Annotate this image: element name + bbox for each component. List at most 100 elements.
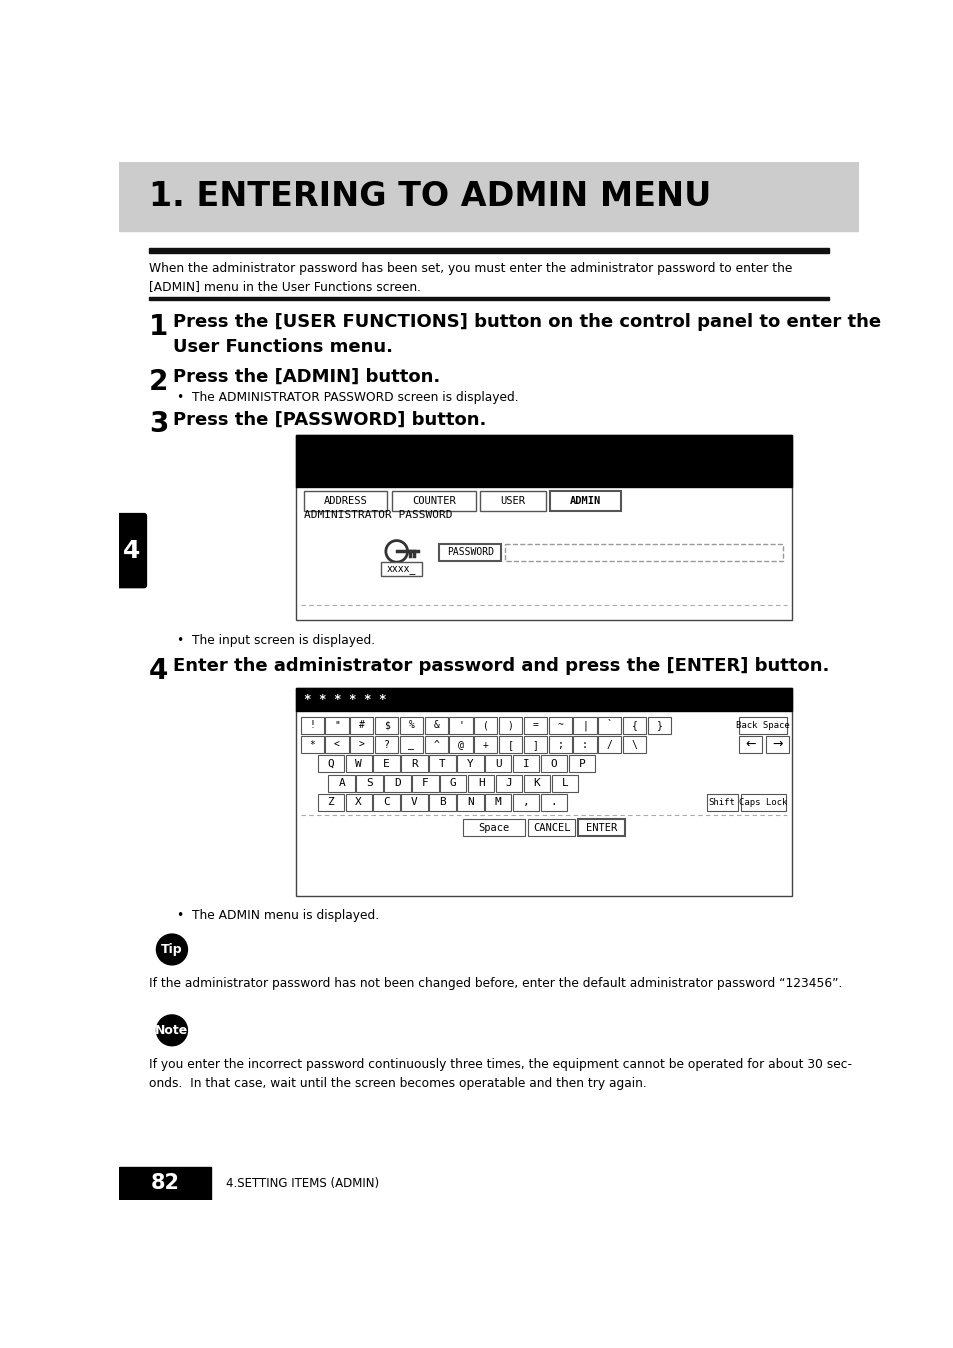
Bar bbox=[739, 736, 761, 754]
Bar bbox=[119, 1166, 211, 1200]
Text: S: S bbox=[366, 778, 373, 789]
Text: T: T bbox=[438, 759, 445, 768]
Text: ]: ] bbox=[532, 740, 537, 749]
Bar bbox=[325, 736, 348, 754]
Bar bbox=[356, 775, 382, 791]
Bar bbox=[373, 794, 399, 811]
Text: M: M bbox=[495, 798, 501, 807]
Text: <: < bbox=[334, 740, 339, 749]
Text: %: % bbox=[408, 720, 414, 731]
Bar bbox=[424, 736, 447, 754]
Text: K: K bbox=[533, 778, 539, 789]
Text: {: { bbox=[631, 720, 637, 731]
Bar bbox=[317, 794, 344, 811]
Text: &: & bbox=[433, 720, 438, 731]
Bar bbox=[505, 543, 781, 561]
Bar bbox=[523, 717, 546, 733]
Text: Shift: Shift bbox=[708, 798, 735, 807]
Bar bbox=[480, 491, 545, 511]
Text: >: > bbox=[358, 740, 364, 749]
Bar bbox=[449, 717, 472, 733]
Text: ": " bbox=[334, 720, 339, 731]
Bar bbox=[325, 717, 348, 733]
Bar bbox=[439, 775, 466, 791]
Bar bbox=[578, 820, 624, 836]
Text: R: R bbox=[411, 759, 417, 768]
Text: /: / bbox=[606, 740, 612, 749]
Text: H: H bbox=[477, 778, 484, 789]
Text: W: W bbox=[355, 759, 362, 768]
Bar bbox=[401, 755, 427, 772]
Bar bbox=[317, 755, 344, 772]
Bar bbox=[573, 717, 596, 733]
Text: :: : bbox=[581, 740, 587, 749]
Text: O: O bbox=[550, 759, 557, 768]
Bar bbox=[468, 775, 494, 791]
Text: CANCEL: CANCEL bbox=[533, 822, 570, 833]
Text: 4: 4 bbox=[149, 656, 168, 685]
Bar bbox=[350, 736, 373, 754]
Bar bbox=[149, 297, 828, 299]
Bar bbox=[328, 775, 355, 791]
Bar bbox=[456, 755, 483, 772]
Text: If the administrator password has not been changed before, enter the default adm: If the administrator password has not be… bbox=[149, 977, 841, 991]
Text: Q: Q bbox=[327, 759, 334, 768]
Bar bbox=[484, 794, 511, 811]
Text: J: J bbox=[505, 778, 512, 789]
Text: ADMIN: ADMIN bbox=[570, 496, 600, 506]
Text: A: A bbox=[338, 778, 345, 789]
Bar bbox=[303, 491, 387, 511]
Text: •  The ADMINISTRATOR PASSWORD screen is displayed.: • The ADMINISTRATOR PASSWORD screen is d… bbox=[177, 391, 518, 404]
Bar bbox=[496, 775, 521, 791]
Bar bbox=[381, 562, 421, 576]
Bar bbox=[548, 717, 571, 733]
Text: ?: ? bbox=[383, 740, 389, 749]
Text: 4: 4 bbox=[123, 539, 140, 562]
Bar bbox=[439, 543, 500, 561]
Text: Press the [PASSWORD] button.: Press the [PASSWORD] button. bbox=[173, 411, 486, 429]
Text: !: ! bbox=[309, 720, 314, 731]
Bar bbox=[399, 717, 422, 733]
Text: 82: 82 bbox=[151, 1173, 179, 1193]
Bar bbox=[550, 491, 620, 511]
Text: X: X bbox=[355, 798, 362, 807]
Text: Y: Y bbox=[466, 759, 474, 768]
Text: ENTER: ENTER bbox=[585, 822, 617, 833]
Text: 2: 2 bbox=[149, 368, 168, 396]
Text: 3: 3 bbox=[149, 411, 168, 438]
Bar bbox=[540, 794, 567, 811]
Bar bbox=[513, 794, 538, 811]
Bar bbox=[598, 717, 620, 733]
Text: ,: , bbox=[522, 798, 529, 807]
Text: (: ( bbox=[482, 720, 488, 731]
Bar bbox=[399, 736, 422, 754]
Text: xxxx_: xxxx_ bbox=[386, 563, 416, 574]
Text: *: * bbox=[309, 740, 314, 749]
Text: .: . bbox=[550, 798, 557, 807]
Bar bbox=[295, 435, 791, 488]
Bar bbox=[540, 755, 567, 772]
Bar bbox=[498, 717, 521, 733]
Text: ): ) bbox=[507, 720, 513, 731]
Circle shape bbox=[156, 1015, 187, 1046]
Text: Press the [USER FUNCTIONS] button on the control panel to enter the
User Functio: Press the [USER FUNCTIONS] button on the… bbox=[173, 314, 881, 356]
Text: * * * * * *: * * * * * * bbox=[303, 693, 386, 706]
Bar bbox=[523, 736, 546, 754]
Bar bbox=[573, 736, 596, 754]
Bar bbox=[345, 755, 372, 772]
Bar bbox=[622, 717, 645, 733]
Bar bbox=[350, 717, 373, 733]
Bar bbox=[375, 717, 397, 733]
Text: PASSWORD: PASSWORD bbox=[446, 547, 494, 557]
Bar bbox=[295, 435, 791, 620]
Text: ADMINISTRATOR PASSWORD: ADMINISTRATOR PASSWORD bbox=[303, 510, 452, 520]
Text: If you enter the incorrect password continuously three times, the equipment cann: If you enter the incorrect password cont… bbox=[149, 1058, 851, 1089]
FancyBboxPatch shape bbox=[116, 512, 147, 588]
Bar bbox=[300, 717, 323, 733]
Text: F: F bbox=[421, 778, 428, 789]
Text: D: D bbox=[394, 778, 400, 789]
Text: Tip: Tip bbox=[161, 944, 183, 956]
Text: COUNTER: COUNTER bbox=[412, 496, 456, 506]
Text: Note: Note bbox=[155, 1024, 189, 1037]
Bar bbox=[622, 736, 645, 754]
